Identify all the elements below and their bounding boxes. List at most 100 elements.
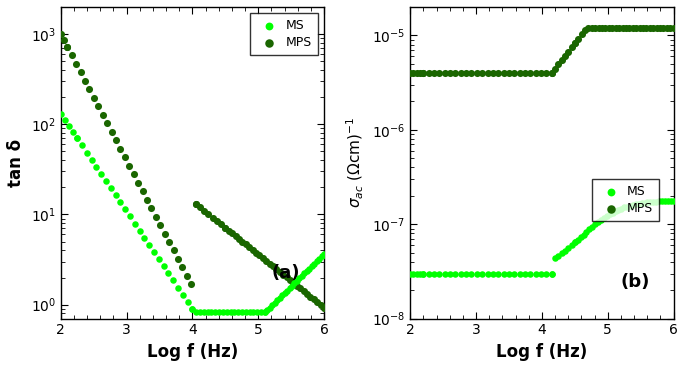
MS — [158, 263, 169, 269]
MS — [291, 278, 302, 284]
MPS — [610, 25, 621, 31]
MS — [202, 309, 213, 315]
MS — [82, 150, 92, 156]
MPS — [634, 25, 645, 31]
MPS — [614, 25, 625, 31]
MS — [236, 309, 247, 315]
MS — [477, 270, 488, 276]
MPS — [220, 225, 231, 231]
MS — [101, 178, 112, 184]
MS — [530, 270, 541, 276]
MPS — [146, 205, 157, 211]
MPS — [541, 70, 552, 76]
MPS — [405, 70, 416, 76]
MPS — [150, 213, 161, 219]
MPS — [450, 70, 461, 76]
MS — [72, 135, 83, 141]
MPS — [281, 275, 292, 280]
MS — [244, 309, 255, 315]
MS — [445, 270, 456, 276]
MPS — [315, 302, 326, 308]
MPS — [461, 70, 472, 76]
MS — [636, 200, 647, 206]
MS — [86, 157, 97, 163]
MS — [163, 270, 174, 276]
MS — [301, 268, 312, 274]
MS — [578, 231, 589, 237]
MS — [408, 270, 419, 276]
MPS — [79, 78, 90, 84]
MPS — [423, 70, 434, 76]
MS — [304, 266, 315, 272]
MS — [423, 270, 434, 276]
MS — [316, 254, 327, 259]
MS — [120, 206, 131, 212]
MPS — [645, 25, 656, 31]
MS — [233, 309, 244, 315]
MS — [168, 277, 179, 283]
MS — [514, 270, 525, 276]
MS — [134, 228, 145, 234]
Text: (a): (a) — [271, 264, 300, 282]
MS — [110, 192, 121, 198]
MS — [411, 270, 422, 276]
MPS — [593, 25, 604, 31]
MPS — [488, 70, 499, 76]
MPS — [658, 25, 669, 31]
MPS — [254, 252, 265, 258]
MPS — [124, 163, 135, 169]
MPS — [216, 222, 227, 227]
MPS — [230, 233, 241, 239]
MPS — [305, 294, 316, 300]
MS — [221, 309, 232, 315]
MS — [584, 226, 595, 232]
MS — [610, 208, 621, 214]
MPS — [624, 25, 635, 31]
MPS — [62, 44, 73, 50]
MPS — [284, 277, 295, 283]
MPS — [319, 305, 329, 311]
MPS — [514, 70, 525, 76]
MS — [572, 237, 583, 243]
MPS — [566, 45, 577, 50]
MS — [272, 297, 283, 303]
MPS — [244, 244, 255, 250]
MPS — [271, 266, 282, 272]
MS — [262, 307, 273, 313]
MS — [217, 309, 228, 315]
MS — [314, 256, 325, 262]
MS — [503, 270, 514, 276]
MPS — [137, 188, 148, 194]
MPS — [173, 256, 184, 262]
MPS — [661, 25, 672, 31]
MPS — [590, 25, 601, 31]
MS — [405, 270, 416, 276]
MPS — [603, 25, 614, 31]
MPS — [133, 180, 144, 185]
MPS — [190, 201, 201, 207]
MPS — [648, 25, 659, 31]
MS — [493, 270, 503, 276]
MPS — [547, 70, 558, 76]
MPS — [58, 38, 69, 43]
MS — [604, 211, 615, 217]
MPS — [247, 247, 258, 253]
MS — [277, 293, 288, 298]
MPS — [668, 25, 679, 31]
MPS — [607, 25, 618, 31]
MS — [488, 270, 499, 276]
MS — [607, 210, 618, 216]
MPS — [434, 70, 445, 76]
MPS — [569, 40, 580, 46]
MS — [91, 164, 102, 170]
MPS — [288, 280, 299, 286]
MPS — [212, 218, 223, 224]
MS — [547, 270, 558, 276]
MS — [587, 224, 598, 230]
MS — [214, 309, 225, 315]
MS — [153, 256, 164, 262]
MS — [225, 309, 236, 315]
MPS — [525, 70, 536, 76]
MS — [299, 270, 310, 276]
MS — [274, 295, 285, 301]
